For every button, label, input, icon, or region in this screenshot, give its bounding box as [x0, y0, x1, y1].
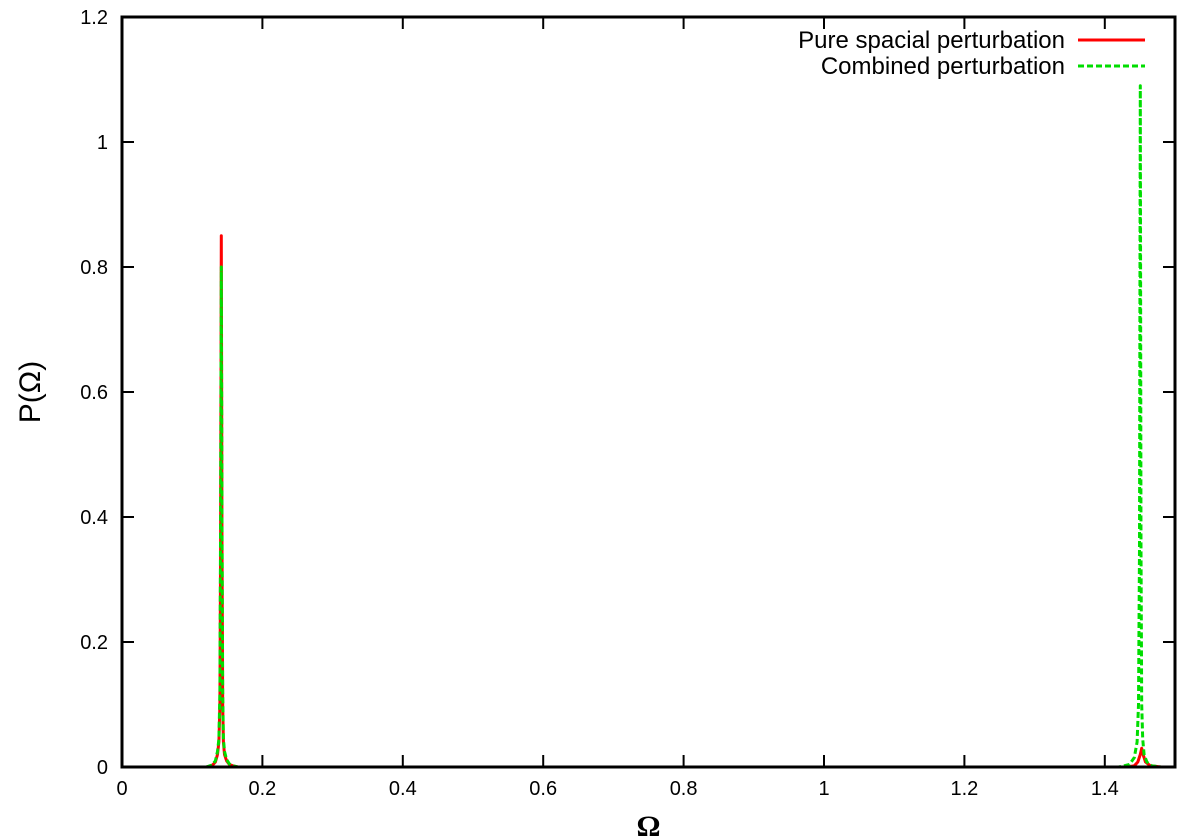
- series-line: [205, 234, 1162, 769]
- plot-area: [205, 84, 1162, 769]
- y-tick-label: 1.2: [80, 7, 108, 29]
- legend-label: Combined perturbation: [821, 53, 1065, 80]
- y-tick-label: 0.4: [80, 507, 108, 529]
- y-tick-label: 1: [97, 132, 108, 154]
- series-line: [205, 84, 1162, 769]
- x-tick-label: 1.2: [950, 778, 978, 800]
- legend-label: Pure spacial perturbation: [798, 27, 1065, 54]
- x-tick-label: 0.8: [670, 778, 698, 800]
- tick-labels: 0 0.2 0.4 0.6 0.8 1 1.2 1.4 0 0.2 0.4 0.6 0.8 1 1.2: [80, 7, 1119, 800]
- plot-frame: [120, 15, 1177, 769]
- y-tick-label: 0.2: [80, 632, 108, 654]
- x-tick-label: 1.4: [1091, 778, 1119, 800]
- x-tick-label: 0.6: [529, 778, 557, 800]
- x-tick-label: 0: [116, 778, 127, 800]
- axis-ticks: [121, 16, 1175, 768]
- y-axis-label: P(Ω): [14, 361, 47, 423]
- x-axis-label: Ω: [636, 810, 660, 838]
- y-tick-label: 0.6: [80, 382, 108, 404]
- x-tick-label: 0.4: [389, 778, 417, 800]
- y-tick-label: 0.8: [80, 257, 108, 279]
- x-tick-label: 1: [818, 778, 829, 800]
- y-tick-label: 0: [97, 757, 108, 779]
- x-tick-label: 0.2: [248, 778, 276, 800]
